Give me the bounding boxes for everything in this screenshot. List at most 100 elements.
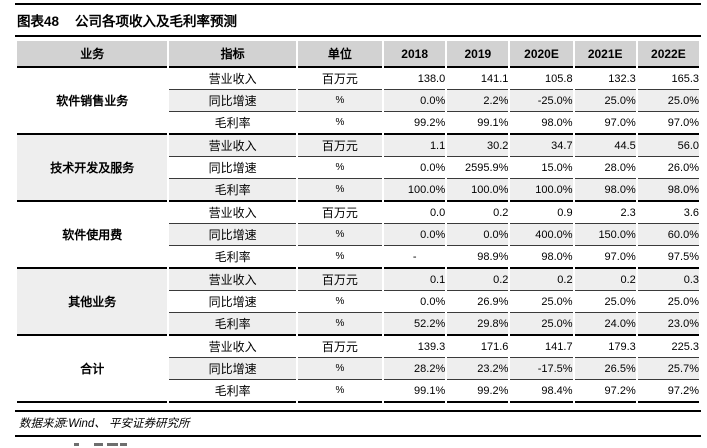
table-row: 技术开发及服务 营业收入 百万元 1.1 30.2 34.7 44.5 56.0 [17,133,699,200]
value-cell: 28.0% [574,156,636,178]
value-cell: 15.0% [510,156,573,178]
value-cell: 2595.9% [447,156,509,178]
cutoff-mark [107,443,118,446]
table-row: 毛利率% 52.2% 29.8% 25.0% 24.0% 23.0% [17,312,699,334]
value-cell: 2.3 [574,200,636,223]
value-cell: 141.7 [510,334,573,357]
value-cell: 0.0 [384,200,446,223]
value-cell: - [384,245,446,267]
indicator-cell: 毛利率 [169,245,296,267]
unit-cell: 百万元 [297,334,383,357]
indicator-cell: 毛利率 [169,178,296,200]
value-cell: 0.0% [447,223,509,245]
top-divider [15,3,701,5]
unit-cell: % [297,223,383,245]
value-cell: 0.2 [447,267,509,290]
forecast-table: 业务 指标 单位 2018 2019 2020E 2021E 2022E 软件销… [15,41,701,403]
value-cell: 29.8% [447,312,509,334]
value-cell: 23.2% [447,357,509,379]
cutoff-mark [74,443,79,446]
value-cell: 25.0% [637,89,699,111]
indicator-cell: 营业收入 [169,267,296,290]
page-title: 公司各项收入及毛利率预测 [75,14,238,29]
value-cell: 26.9% [447,290,509,312]
value-cell: 0.2 [510,267,573,290]
value-cell: 150.0% [574,223,636,245]
value-cell: 28.2% [384,357,446,379]
unit-cell: % [297,89,383,111]
value-cell: 105.8 [510,68,573,89]
value-cell: 44.5 [574,133,636,156]
value-cell: 97.2% [637,379,699,403]
table-row: 毛利率% 99.1% 99.2% 98.4% 97.2% 97.2% [17,379,699,403]
value-cell: 100.0% [510,178,573,200]
value-cell: 2.2% [447,89,509,111]
column-header-2022e: 2022E [637,41,699,68]
table-row: 同比增速% 28.2% 23.2% -17.5% 26.5% 25.7% [17,357,699,379]
value-cell: 0.1 [384,267,446,290]
value-cell: 97.0% [574,111,636,133]
value-cell: 99.2% [447,379,509,403]
table-row: 毛利率% 99.2% 99.1% 98.0% 97.0% 97.0% [17,111,699,133]
value-cell: 1.1 [384,133,446,156]
value-cell: 0.0% [384,290,446,312]
value-cell: 3.6 [637,200,699,223]
value-cell: 179.3 [574,334,636,357]
indicator-cell: 同比增速 [169,223,296,245]
indicator-cell: 同比增速 [169,357,296,379]
unit-cell: % [297,290,383,312]
source-note: 数据来源:Wind、 平安证券研究所 [15,410,701,437]
unit-cell: 百万元 [297,200,383,223]
unit-cell: 百万元 [297,267,383,290]
unit-cell: % [297,111,383,133]
value-cell: 97.5% [637,245,699,267]
table-row: 同比增速% 0.0% 26.9% 25.0% 25.0% 25.0% [17,290,699,312]
unit-cell: 百万元 [297,68,383,89]
value-cell: -17.5% [510,357,573,379]
value-cell: 0.0% [384,156,446,178]
value-cell: 98.0% [510,245,573,267]
indicator-cell: 毛利率 [169,312,296,334]
figure-label: 图表48 [17,14,60,29]
value-cell: 98.0% [637,178,699,200]
column-header-indicator: 指标 [169,41,296,68]
indicator-cell: 营业收入 [169,334,296,357]
value-cell: 97.0% [574,245,636,267]
indicator-cell: 营业收入 [169,68,296,89]
value-cell: 98.9% [447,245,509,267]
business-cell: 其他业务 [17,267,168,334]
value-cell: 97.2% [574,379,636,403]
table-row: 毛利率% 100.0% 100.0% 100.0% 98.0% 98.0% [17,178,699,200]
value-cell: 25.7% [637,357,699,379]
value-cell: 97.0% [637,111,699,133]
value-cell: 165.3 [637,68,699,89]
value-cell: 25.0% [637,290,699,312]
column-header-2018: 2018 [384,41,446,68]
value-cell: 23.0% [637,312,699,334]
table-row: 其他业务 营业收入 百万元 0.1 0.2 0.2 0.2 0.3 [17,267,699,334]
value-cell: 25.0% [510,290,573,312]
table-row: 同比增速% 0.0% 0.0% 400.0% 150.0% 60.0% [17,223,699,245]
value-cell: 98.0% [574,178,636,200]
value-cell: 132.3 [574,68,636,89]
column-header-business: 业务 [17,41,168,68]
value-cell: 99.2% [384,111,446,133]
indicator-cell: 同比增速 [169,290,296,312]
value-cell: 34.7 [510,133,573,156]
cutoff-mark [120,443,127,446]
value-cell: 0.9 [510,200,573,223]
value-cell: 24.0% [574,312,636,334]
figure-block: 图表48 公司各项收入及毛利率预测 业务 指标 单位 2018 2019 202… [15,3,701,437]
value-cell: 0.0% [384,223,446,245]
table-row: 同比增速% 0.0% 2595.9% 15.0% 28.0% 26.0% [17,156,699,178]
column-header-2019: 2019 [447,41,509,68]
column-header-2021e: 2021E [574,41,636,68]
value-cell: 225.3 [637,334,699,357]
business-cell: 合计 [17,334,168,403]
value-cell: 25.0% [574,290,636,312]
value-cell: 139.3 [384,334,446,357]
value-cell: 25.0% [510,312,573,334]
value-cell: 100.0% [384,178,446,200]
unit-cell: 百万元 [297,133,383,156]
value-cell: -25.0% [510,89,573,111]
